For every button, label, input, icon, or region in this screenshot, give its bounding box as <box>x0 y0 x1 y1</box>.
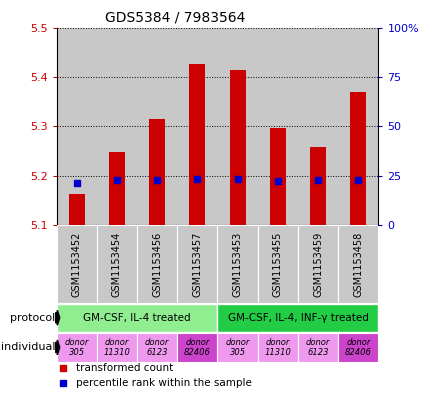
Bar <box>69 194 85 225</box>
Bar <box>229 70 245 225</box>
Bar <box>257 225 297 303</box>
Bar <box>96 225 137 303</box>
Bar <box>137 225 177 303</box>
Text: GM-CSF, IL-4, INF-γ treated: GM-CSF, IL-4, INF-γ treated <box>227 313 368 323</box>
Bar <box>177 225 217 303</box>
Bar <box>189 64 205 225</box>
Bar <box>217 28 257 225</box>
Bar <box>297 333 338 362</box>
Text: GSM1153452: GSM1153452 <box>72 231 82 297</box>
Bar <box>217 303 378 332</box>
Bar <box>269 128 285 225</box>
Text: GSM1153456: GSM1153456 <box>152 231 162 297</box>
Text: donor
82406: donor 82406 <box>184 338 210 357</box>
Bar <box>96 333 137 362</box>
Bar <box>177 333 217 362</box>
Text: GSM1153457: GSM1153457 <box>192 231 202 297</box>
Text: percentile rank within the sample: percentile rank within the sample <box>76 378 251 388</box>
Bar <box>137 333 177 362</box>
Text: GSM1153455: GSM1153455 <box>272 231 282 297</box>
Text: donor
11310: donor 11310 <box>103 338 130 357</box>
Bar <box>56 303 217 332</box>
Bar <box>217 225 257 303</box>
Bar <box>137 28 177 225</box>
Bar <box>257 333 297 362</box>
Bar <box>338 333 378 362</box>
Bar <box>309 147 326 225</box>
Text: GDS5384 / 7983564: GDS5384 / 7983564 <box>105 11 245 25</box>
FancyArrow shape <box>56 340 59 355</box>
Text: GSM1153458: GSM1153458 <box>352 231 362 297</box>
Bar <box>217 333 257 362</box>
Text: individual: individual <box>1 342 56 353</box>
Bar <box>96 28 137 225</box>
Text: donor
305: donor 305 <box>64 338 89 357</box>
Bar <box>108 152 125 225</box>
Text: transformed count: transformed count <box>76 363 173 373</box>
FancyArrow shape <box>56 310 59 325</box>
Text: donor
6123: donor 6123 <box>145 338 169 357</box>
Text: protocol: protocol <box>10 313 56 323</box>
Bar <box>149 119 165 225</box>
Bar <box>56 28 97 225</box>
Text: GSM1153459: GSM1153459 <box>312 231 322 297</box>
Bar <box>338 225 378 303</box>
Bar <box>297 28 338 225</box>
Bar <box>257 28 297 225</box>
Text: donor
11310: donor 11310 <box>264 338 291 357</box>
Bar <box>338 28 378 225</box>
Bar <box>349 92 365 225</box>
Text: GSM1153453: GSM1153453 <box>232 231 242 297</box>
Text: GM-CSF, IL-4 treated: GM-CSF, IL-4 treated <box>83 313 191 323</box>
Bar <box>56 333 97 362</box>
Bar <box>56 225 97 303</box>
Text: donor
82406: donor 82406 <box>344 338 371 357</box>
Text: donor
305: donor 305 <box>225 338 249 357</box>
Text: GSM1153454: GSM1153454 <box>112 231 122 297</box>
Bar <box>177 28 217 225</box>
Text: donor
6123: donor 6123 <box>305 338 329 357</box>
Bar <box>297 225 338 303</box>
